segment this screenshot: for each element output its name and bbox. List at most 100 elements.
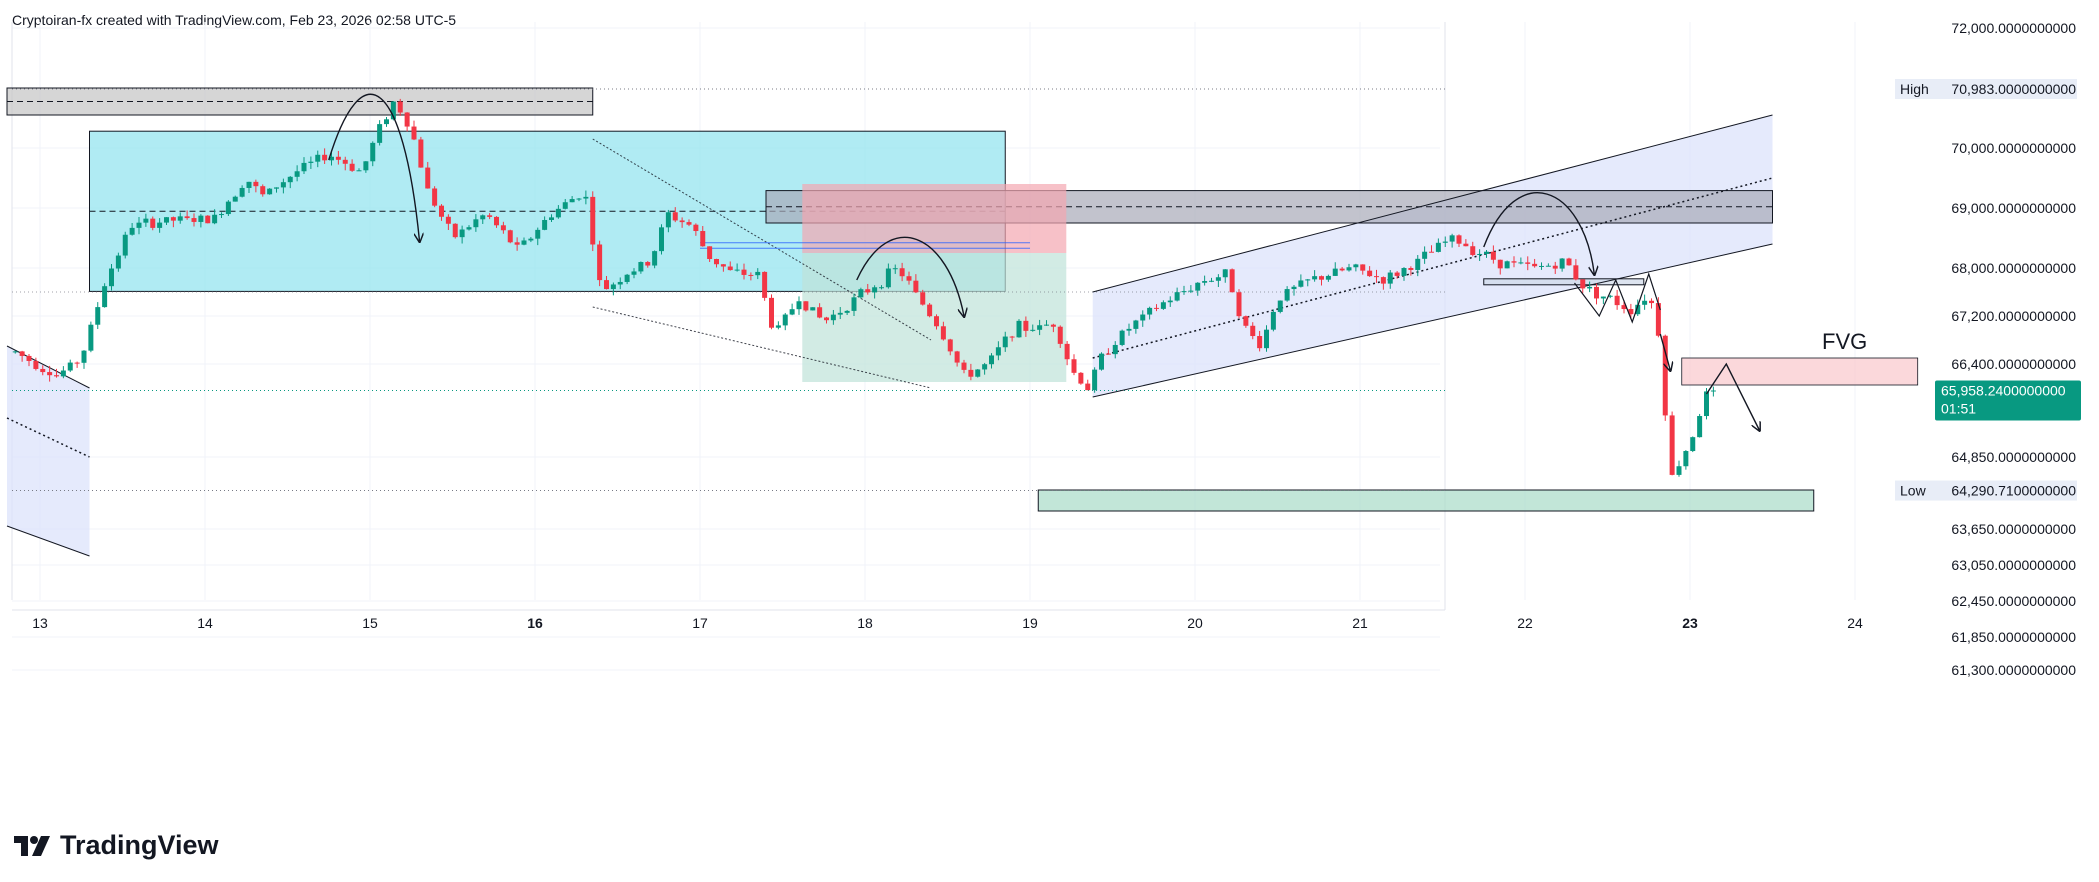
- candle-body: [473, 219, 479, 228]
- candle-body: [260, 186, 266, 195]
- candle-body: [1690, 437, 1696, 452]
- candle-body: [583, 196, 589, 199]
- fvg-zone-border: [1681, 357, 1919, 386]
- candle-body: [652, 251, 658, 266]
- candle-body: [1415, 258, 1421, 270]
- candle-body: [425, 167, 431, 189]
- candle-body: [274, 187, 279, 189]
- candle-body: [700, 231, 706, 247]
- candle-body: [1154, 307, 1159, 309]
- candle-body: [1195, 282, 1201, 291]
- candle-body: [356, 170, 362, 172]
- candle-body: [1704, 391, 1709, 417]
- candle-body: [1594, 286, 1599, 299]
- candle-body: [1649, 300, 1654, 304]
- candle-body: [1697, 416, 1703, 438]
- candle-body: [995, 347, 1001, 356]
- low-value: 64,290.7100000000: [1951, 483, 2076, 499]
- candle-body: [384, 119, 389, 125]
- candle-body: [1552, 265, 1558, 269]
- candle-body: [1092, 369, 1098, 391]
- candle-body: [157, 222, 163, 228]
- candle-body: [989, 355, 994, 365]
- candle-body: [1600, 296, 1606, 299]
- candle-body: [1435, 242, 1441, 252]
- y-tick-label: 61,300.0000000000: [1951, 662, 2076, 678]
- candle-body: [102, 286, 108, 308]
- candle-body: [150, 218, 156, 228]
- candle-body: [762, 271, 768, 298]
- drawing-zones: [6, 87, 1919, 556]
- candle-body: [982, 364, 988, 370]
- candle-body: [1635, 304, 1641, 315]
- low-label: Low: [1900, 483, 1927, 499]
- candle-body: [920, 292, 926, 305]
- candle-body: [824, 317, 829, 321]
- candle-body: [459, 229, 465, 238]
- candle-body: [1539, 265, 1544, 267]
- rising-channel-lower: [1092, 243, 1773, 398]
- candle-body: [1215, 277, 1221, 281]
- candle-body: [1078, 372, 1084, 384]
- candle-body: [1277, 300, 1283, 312]
- candle-body: [659, 227, 664, 252]
- candle-body: [1188, 290, 1194, 292]
- candle-body: [782, 314, 788, 326]
- left-channel-fill: [7, 346, 90, 556]
- candle-body: [947, 339, 953, 352]
- candle-body: [1683, 451, 1689, 467]
- x-tick-label: 23: [1682, 615, 1698, 631]
- x-tick-label: 24: [1847, 615, 1863, 631]
- candle-body: [164, 217, 169, 223]
- candle-body: [1264, 329, 1269, 349]
- candle-body: [1016, 320, 1022, 338]
- candle-body: [631, 271, 637, 275]
- candle-body: [645, 262, 651, 266]
- candle-body: [844, 310, 850, 313]
- candle-body: [1167, 300, 1173, 303]
- candle-body: [1449, 235, 1455, 242]
- candle-body: [1339, 268, 1345, 271]
- candle-body: [610, 284, 616, 290]
- zigzag-pattern: [1574, 272, 1661, 324]
- candle-body: [1202, 281, 1208, 283]
- candle-body: [569, 199, 575, 203]
- y-tick-label: 72,000.0000000000: [1951, 20, 2076, 36]
- candle-body: [1559, 258, 1565, 269]
- candle-body: [184, 216, 190, 219]
- candle-body: [1353, 264, 1359, 268]
- arc-arrow-3: [1483, 192, 1595, 274]
- candle-body: [47, 372, 53, 376]
- left-channel-mid: [6, 417, 90, 458]
- candle-body: [1367, 270, 1373, 277]
- rising-channel-upper: [1092, 114, 1773, 293]
- tradingview-brand[interactable]: TradingView: [14, 830, 219, 861]
- candle-body: [212, 214, 218, 224]
- candle-body: [1614, 295, 1620, 306]
- candle-body: [1160, 302, 1166, 309]
- candle-body: [1662, 335, 1668, 416]
- candle-body: [19, 351, 25, 356]
- candle-body: [418, 139, 424, 168]
- candle-body: [411, 126, 417, 140]
- candle-body: [535, 229, 541, 239]
- candle-body: [679, 220, 685, 223]
- candle-body: [129, 227, 135, 235]
- candle-body: [205, 215, 211, 224]
- y-tick-label: 70,000.0000000000: [1951, 140, 2076, 156]
- candle-body: [1325, 275, 1331, 280]
- candle-body: [734, 269, 740, 271]
- candle-body: [899, 268, 905, 277]
- candle-body: [1291, 286, 1297, 290]
- candle-body: [219, 214, 224, 216]
- candle-body: [1497, 259, 1503, 269]
- candle-body: [1573, 265, 1579, 280]
- rising-channel-mid: [1092, 177, 1773, 359]
- candle-body: [246, 181, 252, 188]
- candle-body: [720, 264, 726, 267]
- candle-body: [975, 369, 981, 377]
- y-tick-label: 69,000.0000000000: [1951, 200, 2076, 216]
- candle-body: [122, 234, 128, 256]
- candle-body: [865, 289, 871, 293]
